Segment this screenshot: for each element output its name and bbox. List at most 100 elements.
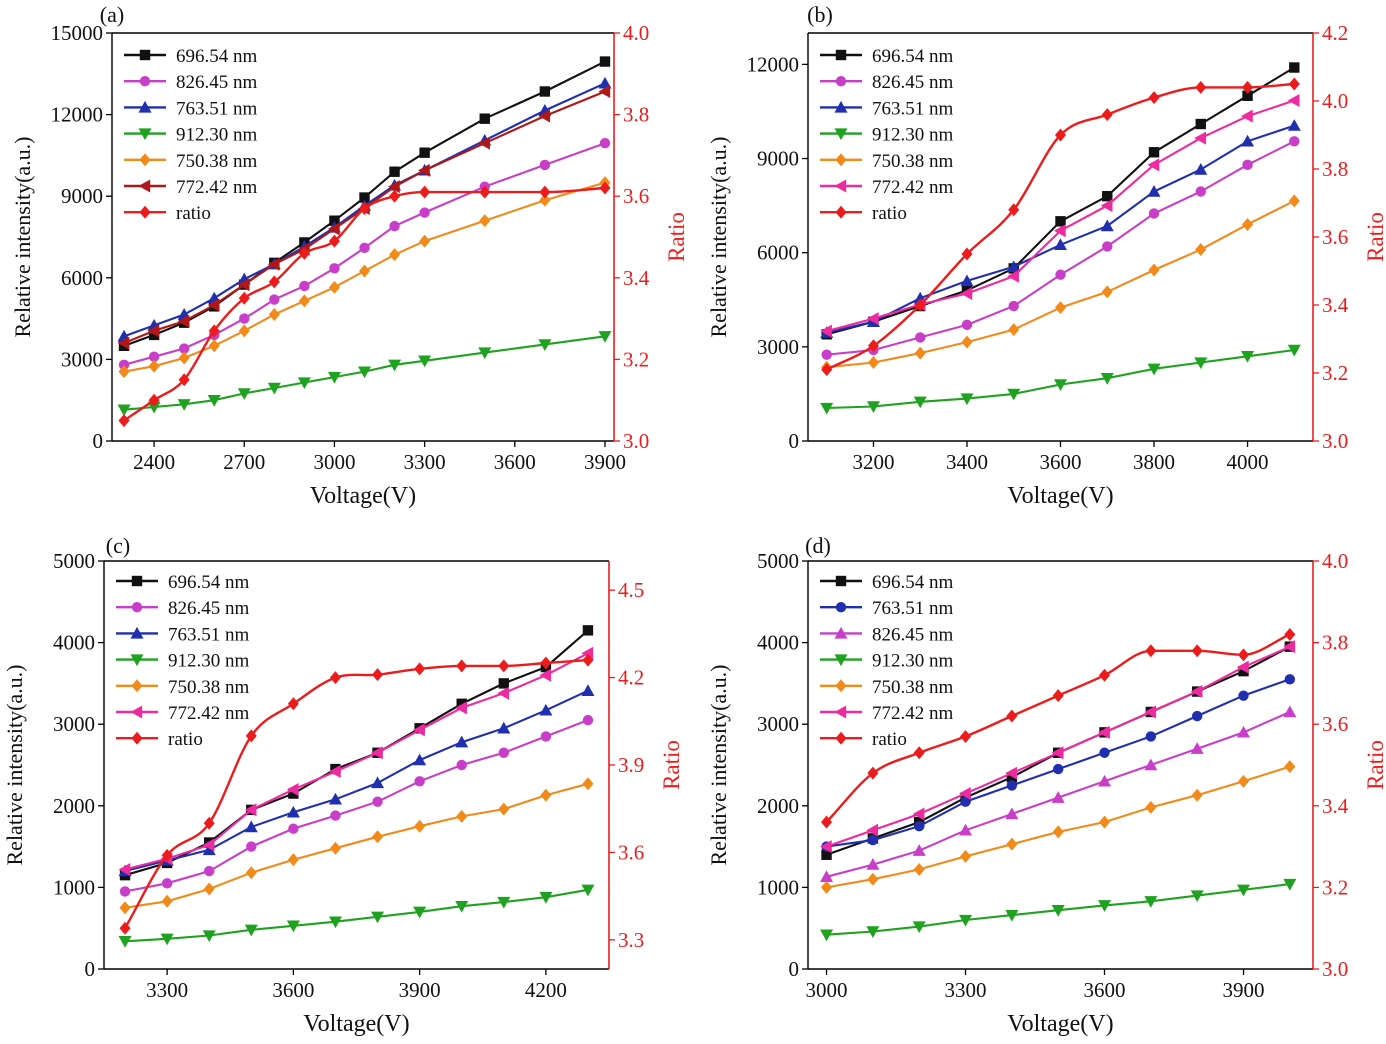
data-point	[1005, 766, 1018, 780]
data-point	[1195, 186, 1206, 197]
y-tick-label: 3000	[61, 347, 103, 371]
plot-area	[820, 62, 1301, 415]
series-orange	[821, 194, 1300, 374]
data-point	[1194, 357, 1208, 370]
data-point	[237, 388, 251, 400]
data-point	[959, 823, 973, 836]
y-tick-label: 9000	[757, 147, 799, 171]
x-tick-label: 3000	[313, 450, 355, 474]
data-point	[1101, 108, 1113, 122]
legend-marker	[834, 626, 848, 639]
data-point	[1145, 800, 1157, 814]
data-point	[1144, 705, 1157, 719]
legend-label: 750.38 nm	[872, 677, 954, 698]
data-point	[178, 351, 190, 365]
series-blue	[821, 674, 1296, 852]
data-point	[414, 662, 426, 676]
data-point	[1099, 747, 1110, 758]
y-tick-label: 1000	[53, 875, 95, 899]
data-point	[147, 324, 160, 338]
series-line	[123, 658, 589, 929]
data-point	[1005, 909, 1019, 922]
data-point	[358, 366, 372, 379]
data-point	[160, 933, 174, 946]
data-point	[581, 684, 595, 696]
y2-tick-label: 3.9	[618, 753, 644, 777]
data-point	[1284, 627, 1296, 641]
data-point	[960, 393, 974, 406]
data-point	[268, 275, 280, 289]
y2-tick-label: 4.0	[1322, 549, 1348, 573]
panel-label: (b)	[807, 2, 833, 27]
data-point	[821, 849, 832, 860]
data-point	[177, 314, 190, 328]
data-point	[1284, 760, 1296, 774]
data-point	[208, 339, 220, 353]
legend-marker	[835, 731, 847, 745]
data-point	[238, 324, 250, 338]
legend-marker	[138, 100, 152, 113]
data-point	[913, 396, 927, 409]
series-line	[123, 335, 606, 411]
data-point	[1054, 224, 1066, 238]
data-point	[1241, 351, 1255, 363]
x-tick-label: 3200	[852, 450, 894, 474]
data-point	[1098, 815, 1111, 829]
y2-tick-label: 4.2	[618, 666, 644, 690]
data-point	[582, 653, 594, 667]
series-line	[123, 181, 606, 373]
data-point	[455, 900, 469, 913]
data-point	[244, 820, 258, 833]
data-point	[202, 843, 216, 856]
data-point	[820, 402, 834, 415]
data-point	[371, 746, 383, 760]
data-point	[299, 280, 310, 292]
panel-label: (d)	[805, 533, 831, 558]
y-axis-title: Relative intensity(a.u.)	[10, 137, 35, 338]
data-point	[419, 147, 430, 158]
data-point	[208, 324, 220, 338]
legend-label: 826.45 nm	[872, 624, 954, 645]
y-tick-label: 5000	[757, 549, 799, 573]
data-point	[455, 735, 469, 748]
data-point	[118, 862, 131, 876]
data-point	[148, 359, 160, 373]
data-point	[1191, 710, 1203, 722]
data-point	[328, 765, 341, 779]
data-point	[456, 659, 468, 673]
y2-tick-label: 3.6	[1322, 712, 1348, 736]
y2-tick-label: 4.0	[1322, 89, 1348, 113]
y2-tick-label: 3.6	[618, 840, 644, 864]
data-point	[1144, 758, 1158, 771]
data-point	[1145, 644, 1157, 658]
data-point	[479, 214, 491, 228]
data-point	[455, 701, 467, 715]
data-point	[1242, 80, 1254, 94]
x-axis-title: Voltage(V)	[1007, 1011, 1113, 1037]
panel-label: (c)	[106, 533, 130, 558]
data-point	[1007, 260, 1021, 273]
data-point	[867, 834, 879, 846]
data-point	[1007, 269, 1019, 283]
data-point	[1054, 301, 1067, 315]
data-point	[148, 351, 160, 362]
legend-label: 912.30 nm	[168, 651, 250, 672]
y2-tick-label: 3.2	[1322, 875, 1348, 899]
data-point	[1190, 742, 1204, 754]
y-tick-label: 5000	[53, 549, 95, 573]
data-point	[244, 803, 257, 817]
data-point	[1006, 780, 1018, 791]
y2-tick-label: 3.0	[1322, 957, 1348, 981]
data-point	[371, 776, 385, 789]
data-point	[359, 192, 370, 203]
data-point	[1194, 163, 1208, 175]
legend-marker	[835, 49, 847, 61]
data-point	[413, 906, 427, 919]
data-point	[118, 936, 132, 948]
y2-tick-label: 4.2	[1322, 21, 1348, 45]
series-line	[124, 689, 589, 873]
data-point	[328, 234, 340, 248]
data-point	[389, 248, 401, 262]
series-line	[124, 652, 589, 871]
legend-marker	[834, 128, 848, 141]
